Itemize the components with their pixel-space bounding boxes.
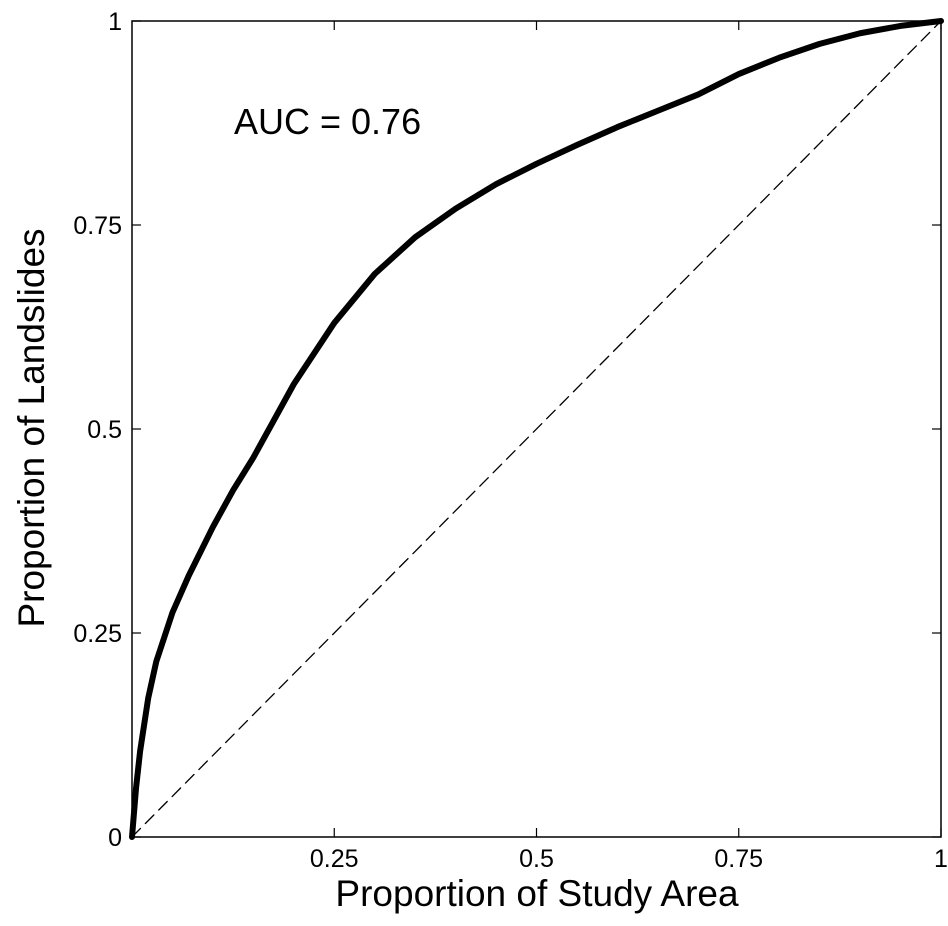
x-axis-ticks: 0.25 0.5 0.75 1 — [310, 21, 948, 873]
x-tick-label: 0.25 — [310, 845, 359, 873]
x-tick-label: 1 — [934, 845, 948, 873]
x-axis-title: Proportion of Study Area — [335, 873, 739, 914]
y-tick-label: 0.25 — [73, 620, 122, 648]
series-layer — [129, 18, 944, 840]
y-tick-label: 1 — [108, 8, 122, 36]
y-tick-label: 0.5 — [87, 416, 122, 444]
y-tick-label: 0 — [108, 824, 122, 852]
roc-curve-line — [129, 18, 944, 840]
reference-diagonal-line — [131, 20, 942, 838]
auc-annotation: AUC = 0.76 — [234, 101, 421, 142]
y-axis-title: Proportion of Landslides — [11, 228, 52, 627]
x-tick-label: 0.5 — [519, 845, 554, 873]
x-tick-label: 0.75 — [714, 845, 763, 873]
y-tick-label: 0.75 — [73, 212, 122, 240]
y-axis-ticks: 0 0.25 0.5 0.75 1 — [73, 8, 941, 852]
